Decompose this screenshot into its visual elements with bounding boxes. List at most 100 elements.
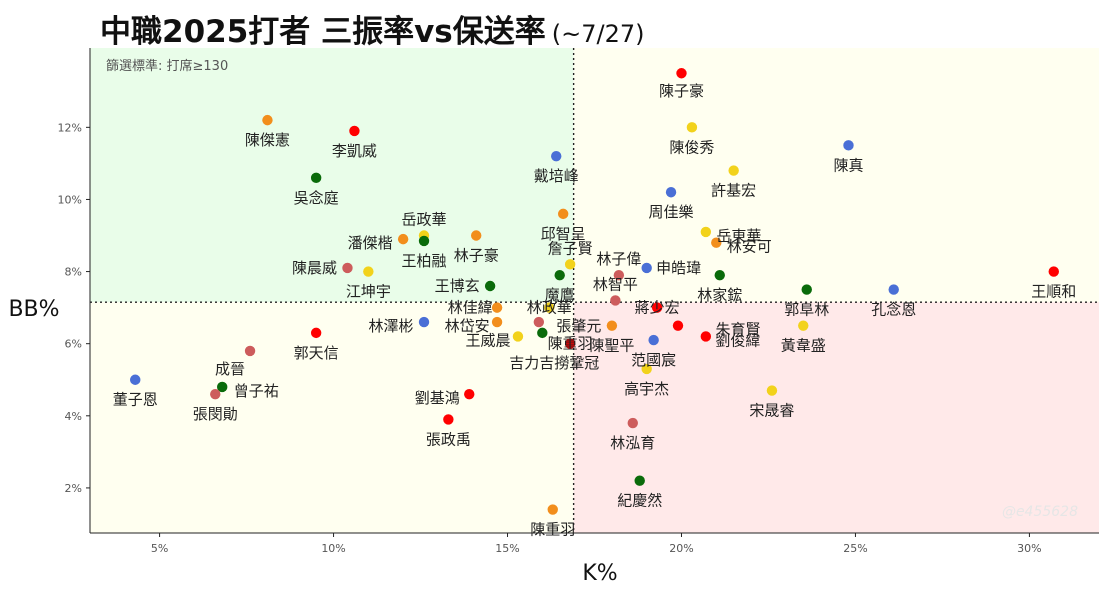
data-point [700,226,712,238]
x-tick-label: 25% [843,542,867,555]
x-tick-label: 5% [151,542,168,555]
data-point [537,327,548,339]
point-label: 陳俊秀 [669,138,714,156]
filter-note: 篩選標準: 打席≥130 [106,58,228,74]
data-point [641,262,652,274]
point-label: 詹子賢 [548,239,593,257]
point-label: 蔣少宏 [635,299,680,317]
data-point [686,122,698,133]
subtitle-text: (~7/27) [551,20,645,48]
data-point [210,388,221,400]
point-label: 潘傑楷 [348,234,393,252]
y-tick-label: 8% [65,266,82,279]
data-point [634,475,645,486]
point-label: 宋晟睿 [749,402,794,420]
point-label: 王博玄 [435,277,480,295]
data-point [672,320,684,331]
point-label: 王順和 [1031,283,1076,301]
data-point [418,235,430,247]
point-label: 林智平 [593,275,638,293]
quadrant-bottom-left [90,302,574,533]
point-label: 陳子豪 [659,82,704,100]
data-point [714,269,725,281]
data-point [676,68,687,79]
point-label: 林子偉 [596,250,641,268]
y-tick-label: 6% [65,338,82,351]
y-tick-label: 10% [58,193,82,206]
data-point [363,266,374,277]
point-label: 林岱安 [445,317,490,335]
data-point [766,385,778,396]
data-point [342,262,353,274]
point-label: 范國宸 [631,351,676,369]
x-tick-label: 20% [669,542,693,555]
data-point [610,295,621,306]
data-point [471,230,482,241]
point-label: 朱育賢 [715,321,760,339]
data-point [557,208,569,220]
reference-lines [90,48,1099,533]
data-point [464,388,475,400]
point-label: 劉基鴻 [415,389,460,407]
data-point [1048,266,1059,277]
watermark: @e455628 [1002,504,1078,520]
point-label: 曾子祐 [234,382,279,400]
data-point [349,125,360,137]
point-label: 江坤宇 [346,283,391,301]
title-text: 中職2025打者 三振率vs保送率 [100,14,546,50]
data-point [397,233,409,245]
data-point [651,302,663,313]
data-point [627,417,638,429]
y-tick-label: 12% [58,121,82,134]
point-label: 林佳緯 [448,299,493,317]
data-point [310,172,322,184]
data-points [130,68,1059,515]
point-label: 林安可 [727,238,772,256]
data-point [843,140,854,151]
point-label: 董子恩 [113,391,158,409]
data-point [533,316,545,328]
point-label: 林家鋐 [697,286,742,304]
axes: 5% 10% 15% 20% 25% 30% 2% 4% 6% 8% 10% 12% [58,48,1099,555]
x-tick-label: 30% [1017,542,1041,555]
x-axis-title: K% [582,561,617,586]
data-point [544,302,555,313]
data-point [491,302,503,313]
point-label: 郭天信 [294,344,339,362]
data-point [310,327,322,339]
data-point [512,331,524,342]
point-label: 陳晨威 [292,259,337,277]
point-label: 陳傑憲 [245,131,290,149]
point-label: 周佳樂 [649,203,694,221]
point-label: 陳聖平 [589,337,634,355]
point-label: 林澤彬 [369,317,414,335]
point-label: 張政禹 [426,430,471,448]
point-label: 陳真 [833,156,863,174]
quadrant-backgrounds [90,48,1099,533]
point-label: 林政華 [527,299,572,317]
data-point [554,269,565,281]
data-point [728,165,739,176]
x-tick-label: 15% [495,542,519,555]
data-point [262,114,273,126]
point-label: 黃韋盛 [781,337,826,355]
point-label: 孔念恩 [871,301,916,319]
data-point [711,237,722,248]
data-point [418,316,430,328]
point-label: 戴培峰 [534,167,579,185]
point-label: 郭阜林 [784,301,829,319]
data-point [484,280,496,292]
data-point [801,284,812,295]
data-point [564,259,576,270]
y-tick-label: 4% [65,410,82,423]
point-label: 邱智呈 [541,225,586,243]
point-label: 紀慶然 [617,492,662,510]
point-label: 陳重羽 [548,335,593,353]
point-label: 陳重羽 [530,521,575,539]
data-point [244,345,256,357]
point-label: 張肇元 [556,317,601,335]
data-point [888,284,899,295]
data-point [551,150,562,162]
